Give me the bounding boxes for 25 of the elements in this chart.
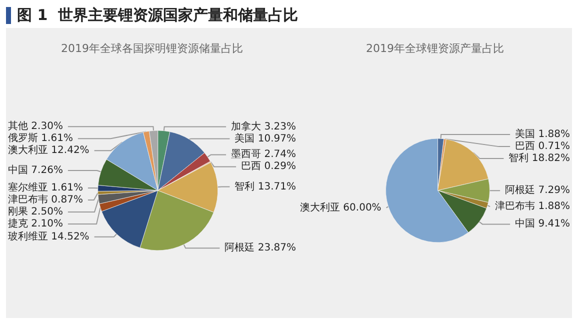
- slice-label: 俄罗斯 1.61%: [8, 132, 73, 144]
- slice-label: 阿根廷 23.87%: [224, 242, 296, 254]
- slice-label: 津巴布韦 0.87%: [8, 194, 83, 206]
- caption: 图 1 世界主要锂资源国家产量和储量占比: [17, 6, 298, 24]
- slice-label: 巴西 0.71%: [515, 141, 570, 152]
- slice-label: 中国 7.26%: [8, 164, 63, 176]
- slice-label: 其他 2.30%: [8, 120, 63, 132]
- chart-title: 2019年全球锂资源产量占比: [366, 42, 504, 55]
- slice-label: 美国 10.97%: [234, 132, 296, 144]
- slice-label: 墨西哥 2.74%: [231, 149, 296, 160]
- slice-label: 美国 1.88%: [515, 128, 570, 140]
- slice-label: 塞尔维亚 1.61%: [8, 182, 83, 194]
- slice-label: 智利 13.71%: [234, 180, 296, 192]
- slice-label: 中国 9.41%: [515, 218, 570, 230]
- chart-title: 2019年全球各国探明锂资源储量占比: [61, 42, 243, 55]
- slice-label: 智利 18.82%: [508, 152, 570, 164]
- slice-label: 澳大利亚 60.00%: [300, 201, 382, 214]
- slice-label: 加拿大 3.23%: [231, 120, 296, 132]
- slice-label: 澳大利亚 12.42%: [8, 144, 90, 156]
- slice-label: 阿根廷 7.29%: [505, 184, 570, 196]
- slice-label: 捷克 2.10%: [8, 218, 63, 230]
- slice-label: 玻利维亚 14.52%: [8, 230, 90, 242]
- slice-label: 刚果 2.50%: [8, 206, 63, 218]
- slice-label: 巴西 0.29%: [241, 161, 296, 172]
- slice-label: 津巴布韦 1.88%: [495, 200, 570, 212]
